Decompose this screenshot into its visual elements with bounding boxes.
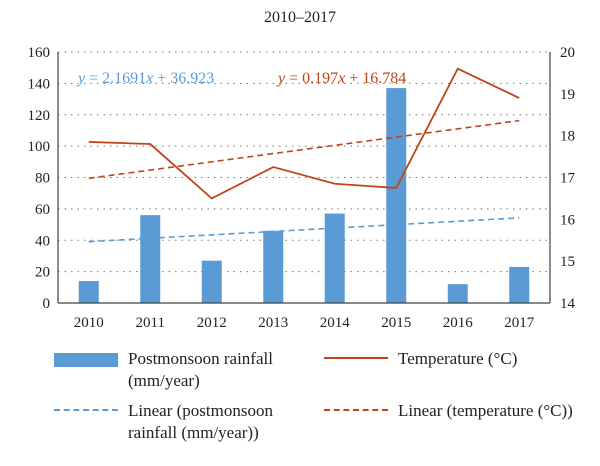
- y-left-tick-label: 100: [28, 139, 51, 155]
- tick-labels: 0 20 40 60 80 100 120 140 160 14 15 16 17 18 19 20 2010 2…: [28, 45, 576, 331]
- rainfall-bars: [78, 88, 530, 303]
- x-tick-label: 2014: [320, 315, 351, 331]
- legend-item-rainfall: Postmonsoon rainfall (mm/year): [54, 348, 273, 392]
- y-right-tick-label: 14: [560, 296, 576, 312]
- bar-2014: [324, 213, 345, 303]
- bar-2017: [509, 266, 530, 303]
- bar-2016: [447, 284, 468, 303]
- grid-lines: [58, 51, 550, 273]
- y-left-tick-label: 60: [35, 202, 50, 218]
- bar-2013: [263, 230, 284, 303]
- legend-swatch-rainfall-trend: [54, 409, 118, 411]
- chart-legend: Postmonsoon rainfall (mm/year) Temperatu…: [0, 340, 600, 466]
- y-left-tick-label: 80: [35, 171, 50, 187]
- legend-item-temperature-trend: Linear (temperature (°C)): [324, 400, 573, 422]
- y-right-tick-label: 17: [560, 171, 576, 187]
- legend-label-rainfall-trend-2: rainfall (mm/year)): [128, 423, 259, 442]
- temperature-trend-equation: y = 0.197x + 16.784: [276, 70, 406, 87]
- x-tick-label: 2011: [136, 315, 165, 331]
- x-tick-label: 2012: [197, 315, 227, 331]
- y-left-tick-label: 20: [35, 265, 50, 281]
- legend-label-temperature: Temperature (°C): [398, 349, 518, 368]
- legend-label-rainfall-trend-1: Linear (postmonsoon: [128, 401, 273, 420]
- trend-equations: y = 2.1691x + 36.923 y = 0.197x + 16.784: [76, 70, 406, 87]
- y-right-tick-label: 18: [560, 129, 575, 145]
- bar-2010: [78, 281, 99, 303]
- bar-2011: [140, 215, 161, 303]
- bar-2015: [386, 88, 407, 303]
- y-left-tick-label: 160: [28, 45, 51, 61]
- combo-chart: 2010–2017 0 20 40 60 80 100 120 140 160 14 15 16 17 1…: [28, 9, 576, 331]
- temperature-line: [88, 67, 520, 200]
- y-right-tick-label: 15: [560, 254, 575, 270]
- x-tick-label: 2016: [443, 315, 474, 331]
- legend-label-rainfall-2: (mm/year): [128, 371, 200, 390]
- x-tick-label: 2013: [258, 315, 288, 331]
- axes: [57, 52, 551, 304]
- legend-label-temperature-trend: Linear (temperature (°C)): [398, 401, 573, 420]
- y-left-tick-label: 140: [28, 76, 51, 92]
- rainfall-trend-equation: y = 2.1691x + 36.923: [76, 70, 214, 87]
- legend-label-rainfall-1: Postmonsoon rainfall: [128, 349, 273, 368]
- temperature-trend-line: [88, 119, 520, 180]
- chart-title: 2010–2017: [264, 9, 336, 26]
- legend-swatch-temperature-trend: [324, 409, 388, 411]
- x-tick-label: 2010: [74, 315, 104, 331]
- x-tick-label: 2015: [381, 315, 411, 331]
- temperature-series-line: [88, 67, 520, 200]
- legend-swatch-rainfall: [54, 353, 118, 367]
- bar-2012: [201, 260, 222, 303]
- y-left-tick-label: 40: [35, 233, 50, 249]
- y-right-tick-label: 19: [560, 87, 575, 103]
- legend-item-rainfall-trend: Linear (postmonsoon rainfall (mm/year)): [54, 400, 273, 444]
- trend-lines: [88, 119, 520, 243]
- y-left-tick-label: 120: [28, 108, 51, 124]
- rainfall-trend-line: [88, 217, 520, 243]
- y-right-tick-label: 16: [560, 212, 576, 228]
- x-tick-label: 2017: [504, 315, 535, 331]
- y-left-tick-label: 0: [43, 296, 51, 312]
- legend-item-temperature: Temperature (°C): [324, 348, 517, 370]
- y-right-tick-label: 20: [560, 45, 575, 61]
- legend-swatch-temperature: [324, 357, 388, 359]
